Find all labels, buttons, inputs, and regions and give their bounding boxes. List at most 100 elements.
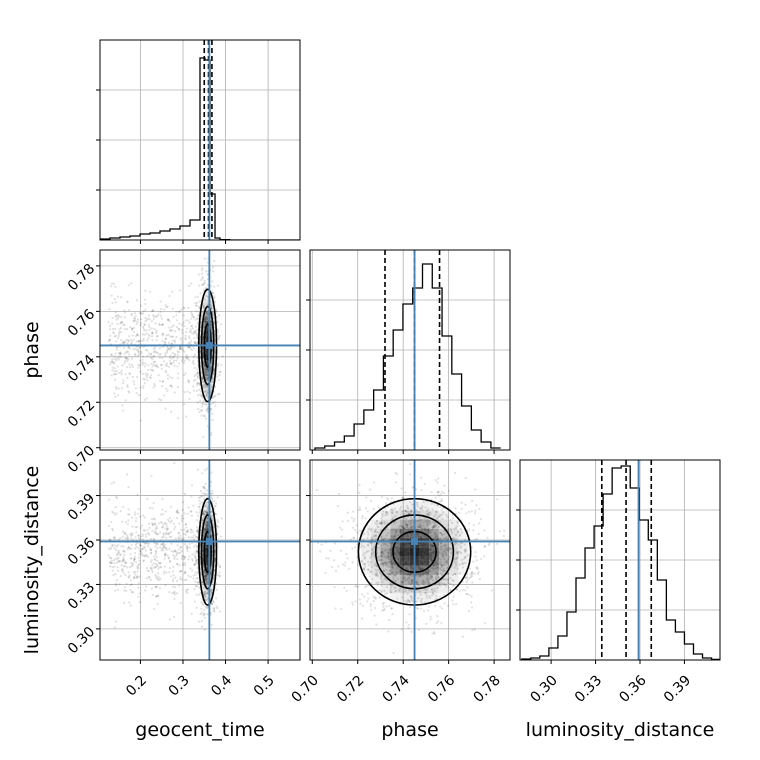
density-cell: [199, 547, 201, 557]
scatter-point: [431, 526, 434, 529]
scatter-point: [150, 320, 153, 323]
scatter-point: [370, 566, 373, 569]
scatter-point: [443, 558, 446, 561]
scatter-point: [426, 596, 429, 599]
scatter-point: [114, 315, 117, 318]
scatter-point: [206, 312, 209, 315]
scatter-point: [116, 365, 119, 368]
scatter-point: [388, 572, 391, 576]
scatter-point: [383, 555, 387, 558]
scatter-point: [112, 481, 116, 484]
scatter-point: [381, 495, 384, 499]
scatter-point: [434, 525, 437, 528]
scatter-point: [391, 613, 394, 616]
scatter-point: [206, 377, 209, 381]
scatter-point: [372, 595, 375, 598]
scatter-point: [169, 335, 172, 338]
scatter-point: [210, 384, 213, 387]
scatter-point: [432, 526, 435, 529]
scatter-point: [370, 542, 373, 545]
scatter-point: [184, 562, 187, 565]
scatter-point: [130, 537, 133, 540]
scatter-point: [380, 554, 383, 558]
scatter-point: [373, 545, 376, 548]
scatter-point: [211, 248, 213, 250]
density-cell: [205, 330, 207, 341]
scatter-point: [201, 517, 204, 520]
scatter-point: [430, 535, 433, 538]
scatter-point: [176, 365, 179, 368]
scatter-point: [193, 588, 196, 591]
scatter-point: [159, 314, 163, 317]
scatter-point: [484, 622, 487, 625]
scatter-point: [401, 510, 405, 513]
scatter-point: [429, 529, 432, 532]
scatter-point: [123, 553, 126, 557]
scatter-point: [402, 526, 405, 529]
scatter-point: [142, 339, 145, 342]
scatter-point: [410, 596, 414, 600]
scatter-point: [386, 526, 389, 529]
scatter-point: [204, 373, 208, 376]
scatter-point: [408, 600, 411, 603]
scatter-point: [436, 504, 439, 507]
scatter-point: [144, 316, 147, 320]
scatter-point: [435, 576, 438, 579]
scatter-point: [166, 389, 169, 392]
scatter-point: [447, 586, 450, 589]
scatter-point: [213, 295, 216, 298]
scatter-point: [433, 531, 436, 534]
scatter-point: [131, 532, 134, 535]
scatter-point: [127, 519, 130, 522]
scatter-point: [185, 353, 188, 357]
scatter-point: [193, 353, 197, 356]
scatter-point: [204, 377, 207, 380]
scatter-point: [202, 570, 206, 573]
scatter-point: [203, 591, 206, 594]
scatter-point: [206, 295, 209, 298]
scatter-point: [145, 397, 148, 400]
scatter-point: [410, 582, 413, 585]
scatter-point: [204, 605, 207, 608]
scatter-point: [434, 598, 437, 601]
scatter-point: [396, 473, 399, 476]
scatter-point: [205, 315, 208, 318]
scatter-point: [173, 352, 176, 356]
scatter-point: [415, 583, 418, 586]
scatter-point: [166, 377, 170, 380]
scatter-point: [126, 384, 129, 387]
scatter-point: [443, 602, 446, 605]
scatter-point: [178, 289, 181, 292]
scatter-point: [139, 538, 142, 541]
scatter-point: [206, 524, 209, 528]
scatter-point: [115, 369, 118, 373]
scatter-point: [204, 505, 208, 508]
scatter-point: [182, 562, 185, 565]
scatter-point: [162, 523, 165, 526]
density-cell: [202, 510, 204, 520]
scatter-point: [221, 355, 224, 358]
scatter-point: [165, 525, 168, 528]
scatter-point: [218, 334, 221, 337]
density-cell: [203, 565, 206, 575]
scatter-point: [161, 357, 164, 360]
scatter-point: [204, 317, 208, 320]
scatter-point: [151, 309, 155, 313]
scatter-point: [471, 499, 474, 503]
scatter-point: [136, 575, 139, 579]
scatter-point: [196, 468, 200, 471]
scatter-point: [394, 481, 397, 484]
scatter-point: [176, 357, 179, 360]
scatter-point: [203, 608, 206, 612]
density-cell: [202, 301, 204, 312]
scatter-point: [206, 385, 209, 388]
scatter-point: [196, 581, 199, 584]
scatter-point: [107, 547, 110, 550]
density-cell: [200, 369, 203, 380]
scatter-point: [139, 386, 142, 389]
scatter-point: [202, 306, 205, 309]
scatter-point: [349, 538, 352, 541]
scatter-point: [443, 544, 446, 547]
scatter-point: [160, 367, 163, 370]
scatter-point: [188, 542, 191, 545]
